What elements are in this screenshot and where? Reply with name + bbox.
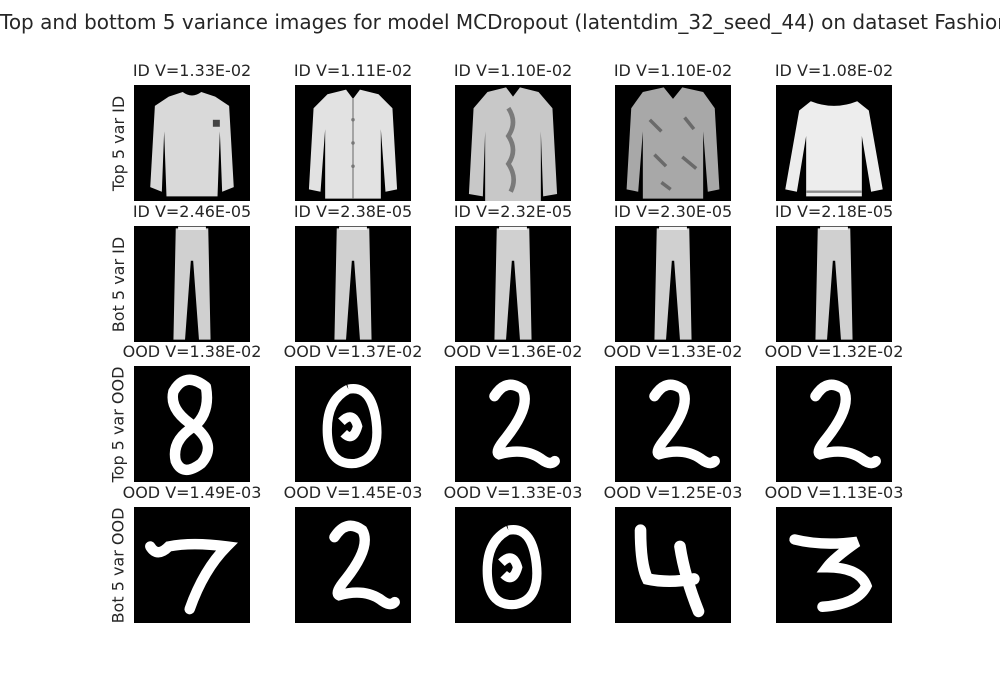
digit-8-image bbox=[134, 366, 250, 482]
image-panel: ID V=2.32E-05 bbox=[455, 226, 571, 342]
digit-0-image bbox=[295, 366, 411, 482]
image-panel: OOD V=1.49E-03 bbox=[134, 507, 250, 623]
image-panel: ID V=1.11E-02 bbox=[295, 85, 411, 201]
trousers-image bbox=[615, 226, 731, 342]
image-panel: OOD V=1.25E-03 bbox=[615, 507, 731, 623]
image-panel: ID V=1.08E-02 bbox=[776, 85, 892, 201]
trousers-image bbox=[776, 226, 892, 342]
image-panel: ID V=1.33E-02 bbox=[134, 85, 250, 201]
sweater-image bbox=[134, 85, 250, 201]
image-panel: ID V=1.10E-02 bbox=[455, 85, 571, 201]
trousers-image bbox=[134, 226, 250, 342]
image-panel: ID V=2.30E-05 bbox=[615, 226, 731, 342]
panel-title: ID V=1.08E-02 bbox=[716, 61, 952, 80]
digit-7-image bbox=[134, 507, 250, 623]
trousers-image bbox=[455, 226, 571, 342]
image-panel: OOD V=1.37E-02 bbox=[295, 366, 411, 482]
image-panel: OOD V=1.45E-03 bbox=[295, 507, 411, 623]
patterned-shirt-image bbox=[455, 85, 571, 201]
panel-title: OOD V=1.13E-03 bbox=[716, 483, 952, 502]
figure-title: Top and bottom 5 variance images for mod… bbox=[0, 10, 1000, 34]
image-panel: ID V=2.46E-05 bbox=[134, 226, 250, 342]
image-panel: OOD V=1.32E-02 bbox=[776, 366, 892, 482]
digit-2-image bbox=[776, 366, 892, 482]
digit-3-image bbox=[776, 507, 892, 623]
digit-2-image bbox=[455, 366, 571, 482]
row-label: Top 5 var ID bbox=[109, 95, 128, 190]
image-panel: OOD V=1.38E-02 bbox=[134, 366, 250, 482]
row-label: Bot 5 var OOD bbox=[108, 507, 127, 623]
row-label: Bot 5 var ID bbox=[109, 236, 128, 331]
image-panel: OOD V=1.36E-02 bbox=[455, 366, 571, 482]
digit-0-image bbox=[455, 507, 571, 623]
digit-2-image bbox=[295, 507, 411, 623]
textured-jacket-image bbox=[615, 85, 731, 201]
digit-4-image bbox=[615, 507, 731, 623]
row-label: Top 5 var OOD bbox=[108, 366, 127, 482]
pullover-image bbox=[776, 85, 892, 201]
image-panel: ID V=2.18E-05 bbox=[776, 226, 892, 342]
image-panel: OOD V=1.33E-02 bbox=[615, 366, 731, 482]
digit-2-image bbox=[615, 366, 731, 482]
panel-title: ID V=2.18E-05 bbox=[716, 202, 952, 221]
image-panel: ID V=2.38E-05 bbox=[295, 226, 411, 342]
image-panel: OOD V=1.33E-03 bbox=[455, 507, 571, 623]
image-panel: OOD V=1.13E-03 bbox=[776, 507, 892, 623]
trousers-image bbox=[295, 226, 411, 342]
panel-title: OOD V=1.32E-02 bbox=[716, 342, 952, 361]
image-panel: ID V=1.10E-02 bbox=[615, 85, 731, 201]
shirt-image bbox=[295, 85, 411, 201]
